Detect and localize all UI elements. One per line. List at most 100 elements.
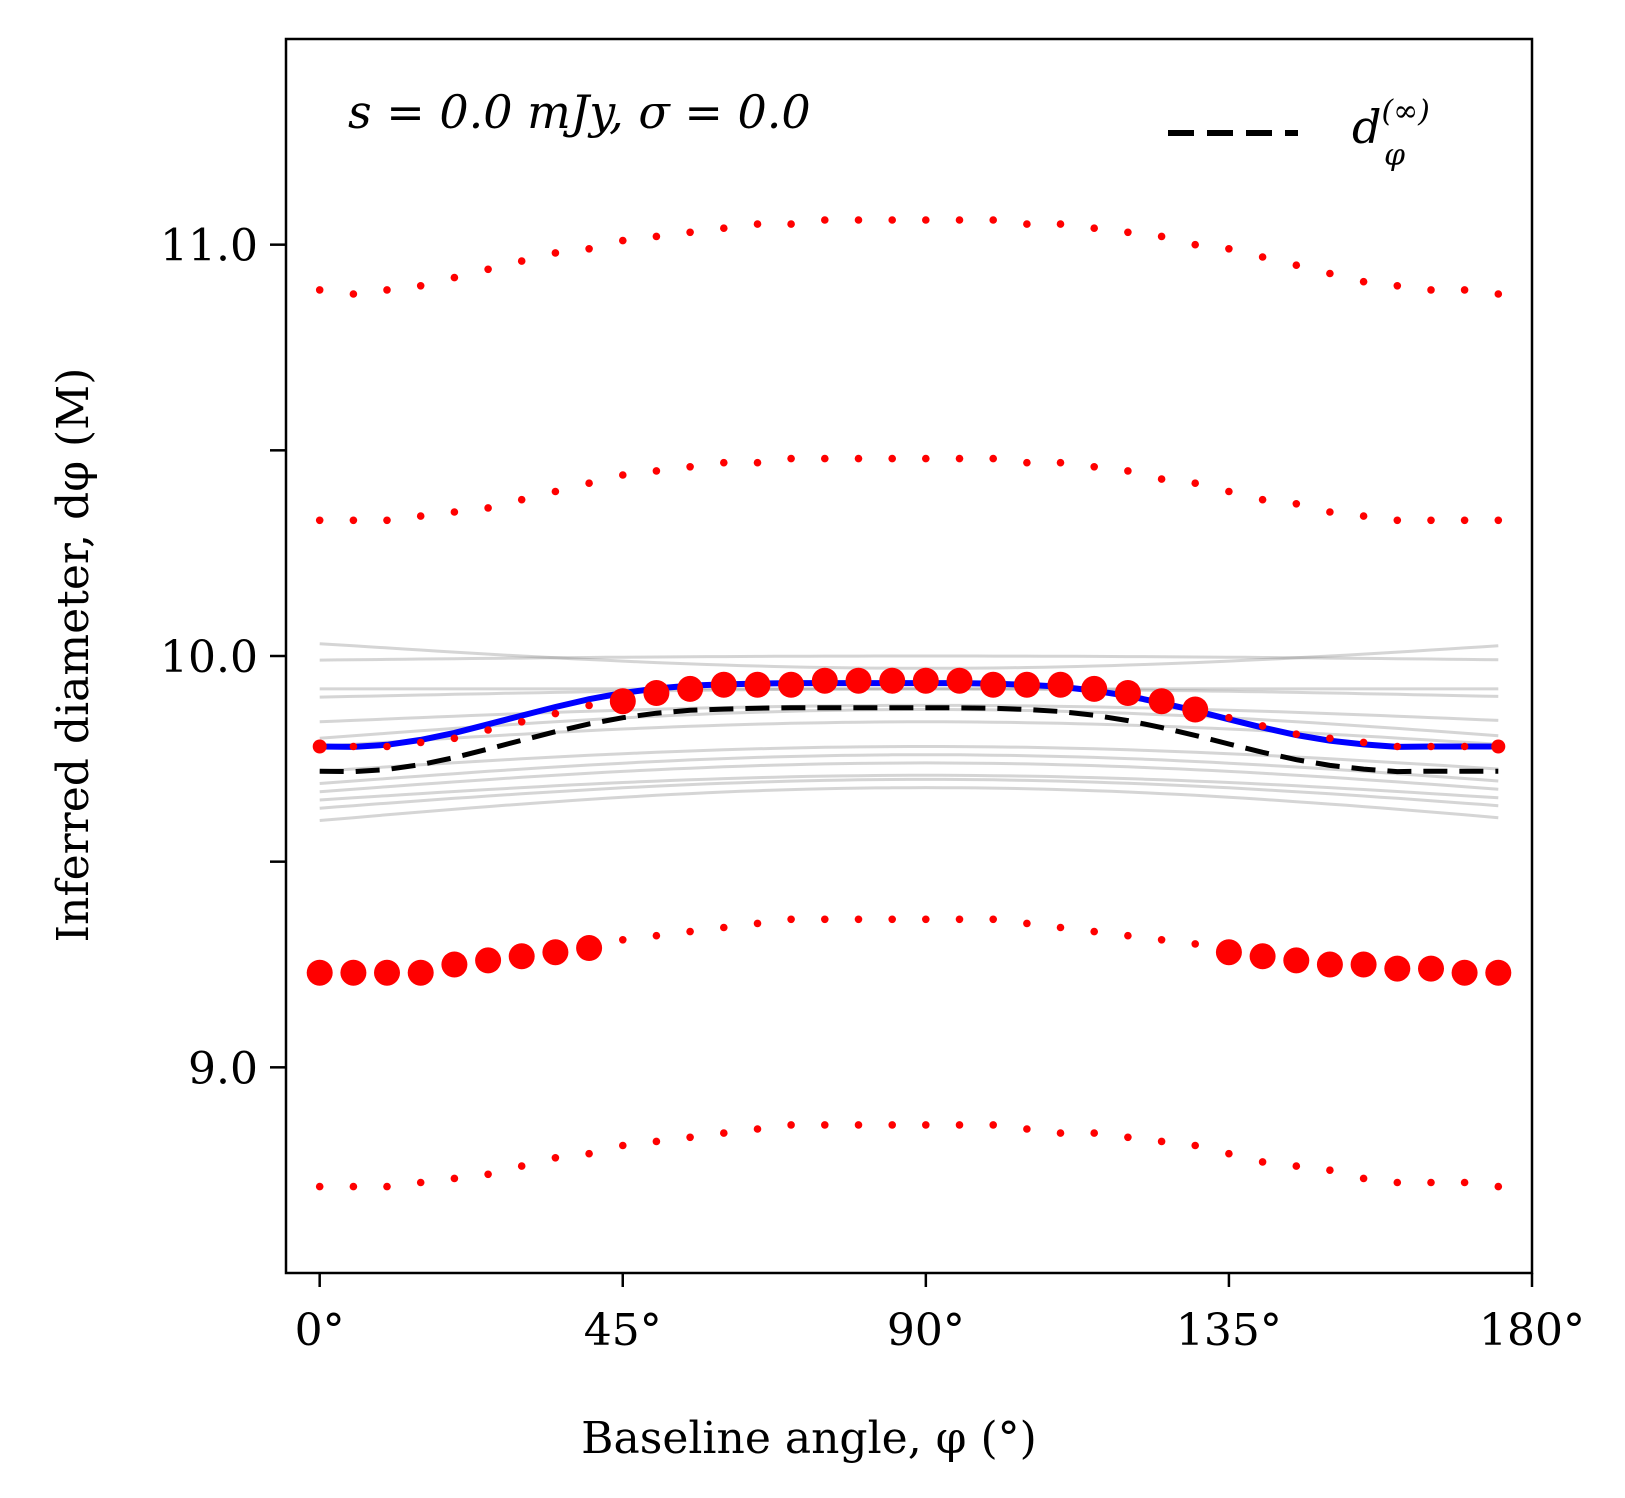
point-upper-16	[854, 454, 863, 463]
point-upper-18	[922, 454, 930, 463]
point-on-fit-21	[1013, 671, 1040, 698]
y-tick-label-9: 9.0	[188, 1043, 258, 1094]
point-lower-most-10	[652, 1137, 661, 1146]
point-lower-most-34	[1460, 1178, 1469, 1187]
point-upper-most-7	[551, 249, 560, 257]
legend-label-main: d	[1352, 100, 1381, 154]
point-upper-most-13	[753, 220, 762, 228]
point-upper-most-19	[955, 216, 964, 224]
point-upper-9	[619, 471, 627, 479]
point-lower-5	[475, 947, 502, 974]
point-lower-24	[1124, 931, 1132, 940]
point-lower-29	[1283, 947, 1310, 974]
grey-curve-9	[319, 761, 1499, 794]
point-lower-most-26	[1191, 1141, 1199, 1150]
point-lower-17	[888, 915, 896, 924]
point-lower-most-29	[1292, 1162, 1301, 1170]
point-lower-most-0	[315, 1182, 324, 1191]
point-upper-most-26	[1191, 240, 1199, 249]
legend-label-sub: φ	[1384, 138, 1405, 173]
point-lower-3	[407, 959, 434, 986]
point-upper-most-20	[989, 216, 997, 224]
point-lower-19	[955, 915, 964, 924]
series-lines	[319, 680, 1499, 775]
point-upper-most-31	[1359, 277, 1368, 286]
point-lower-most-2	[383, 1182, 391, 1191]
point-lower-27	[1215, 939, 1242, 966]
grey-curve-10	[319, 773, 1499, 802]
legend-label-sup: (∞)	[1381, 94, 1429, 129]
point-upper-7	[551, 487, 560, 496]
point-lower-32	[1384, 955, 1411, 982]
point-on-fit-18	[912, 667, 939, 694]
point-on-fit-12	[710, 671, 737, 698]
point-lower-7	[542, 939, 569, 966]
point-lower-11	[686, 927, 694, 936]
point-on-fit-28	[1258, 722, 1267, 730]
point-upper-most-30	[1326, 269, 1334, 278]
point-upper-most-5	[484, 265, 492, 274]
point-on-fit-22	[1047, 671, 1074, 698]
point-lower-14	[787, 915, 795, 924]
point-on-fit-31	[1359, 738, 1368, 747]
point-upper-most-17	[888, 216, 896, 224]
point-lower-most-32	[1393, 1178, 1402, 1187]
point-on-fit-35	[1491, 739, 1506, 754]
point-upper-15	[821, 454, 829, 463]
point-on-fit-10	[643, 680, 670, 706]
point-lower-most-19	[955, 1121, 964, 1129]
legend: d(∞) φ	[1168, 94, 1430, 173]
point-upper-25	[1157, 475, 1166, 483]
point-upper-19	[955, 454, 964, 463]
point-lower-2	[374, 959, 400, 986]
point-on-fit-33	[1427, 742, 1435, 751]
point-upper-most-25	[1157, 232, 1166, 241]
point-on-fit-29	[1292, 730, 1301, 738]
point-on-fit-20	[980, 671, 1007, 698]
point-lower-13	[753, 919, 762, 928]
point-upper-most-34	[1460, 286, 1469, 294]
point-upper-most-35	[1494, 290, 1503, 298]
point-upper-most-29	[1292, 261, 1301, 270]
point-upper-most-12	[720, 224, 728, 232]
point-lower-4	[441, 951, 468, 978]
point-on-fit-7	[551, 709, 560, 718]
point-upper-2	[383, 516, 391, 525]
legend-label: d(∞) φ	[1352, 94, 1430, 173]
point-upper-35	[1494, 516, 1503, 525]
point-on-fit-1	[349, 742, 358, 751]
point-lower-16	[854, 915, 863, 924]
point-upper-0	[315, 516, 324, 525]
point-lower-22	[1056, 923, 1065, 932]
point-upper-3	[416, 512, 425, 520]
x-tick-label-180: 180°	[1479, 1305, 1585, 1356]
point-on-fit-25	[1148, 688, 1175, 715]
point-lower-most-18	[922, 1121, 930, 1129]
point-lower-10	[652, 931, 661, 940]
grey-curve-6	[319, 720, 1499, 748]
point-on-fit-13	[744, 671, 771, 698]
point-upper-8	[585, 479, 593, 488]
y-tick-label-10: 10.0	[160, 632, 258, 683]
point-lower-12	[720, 923, 728, 932]
point-on-fit-14	[778, 671, 805, 698]
point-on-fit-17	[879, 667, 906, 694]
point-lower-most-12	[720, 1129, 728, 1137]
point-lower-most-23	[1090, 1129, 1098, 1137]
point-lower-most-35	[1494, 1182, 1503, 1191]
point-upper-most-15	[821, 216, 829, 224]
point-upper-29	[1292, 500, 1301, 508]
point-lower-most-4	[450, 1174, 459, 1183]
point-lower-23	[1090, 927, 1098, 936]
point-lower-28	[1249, 943, 1276, 970]
point-lower-most-14	[787, 1121, 795, 1129]
point-lower-26	[1191, 940, 1199, 948]
point-upper-most-18	[922, 216, 930, 224]
point-upper-22	[1056, 458, 1065, 467]
point-on-fit-5	[484, 726, 492, 734]
point-upper-most-11	[686, 228, 694, 237]
point-upper-most-27	[1225, 245, 1233, 253]
point-lower-21	[1023, 919, 1031, 928]
grey-curve-7	[319, 745, 1499, 773]
point-lower-6	[508, 943, 535, 970]
